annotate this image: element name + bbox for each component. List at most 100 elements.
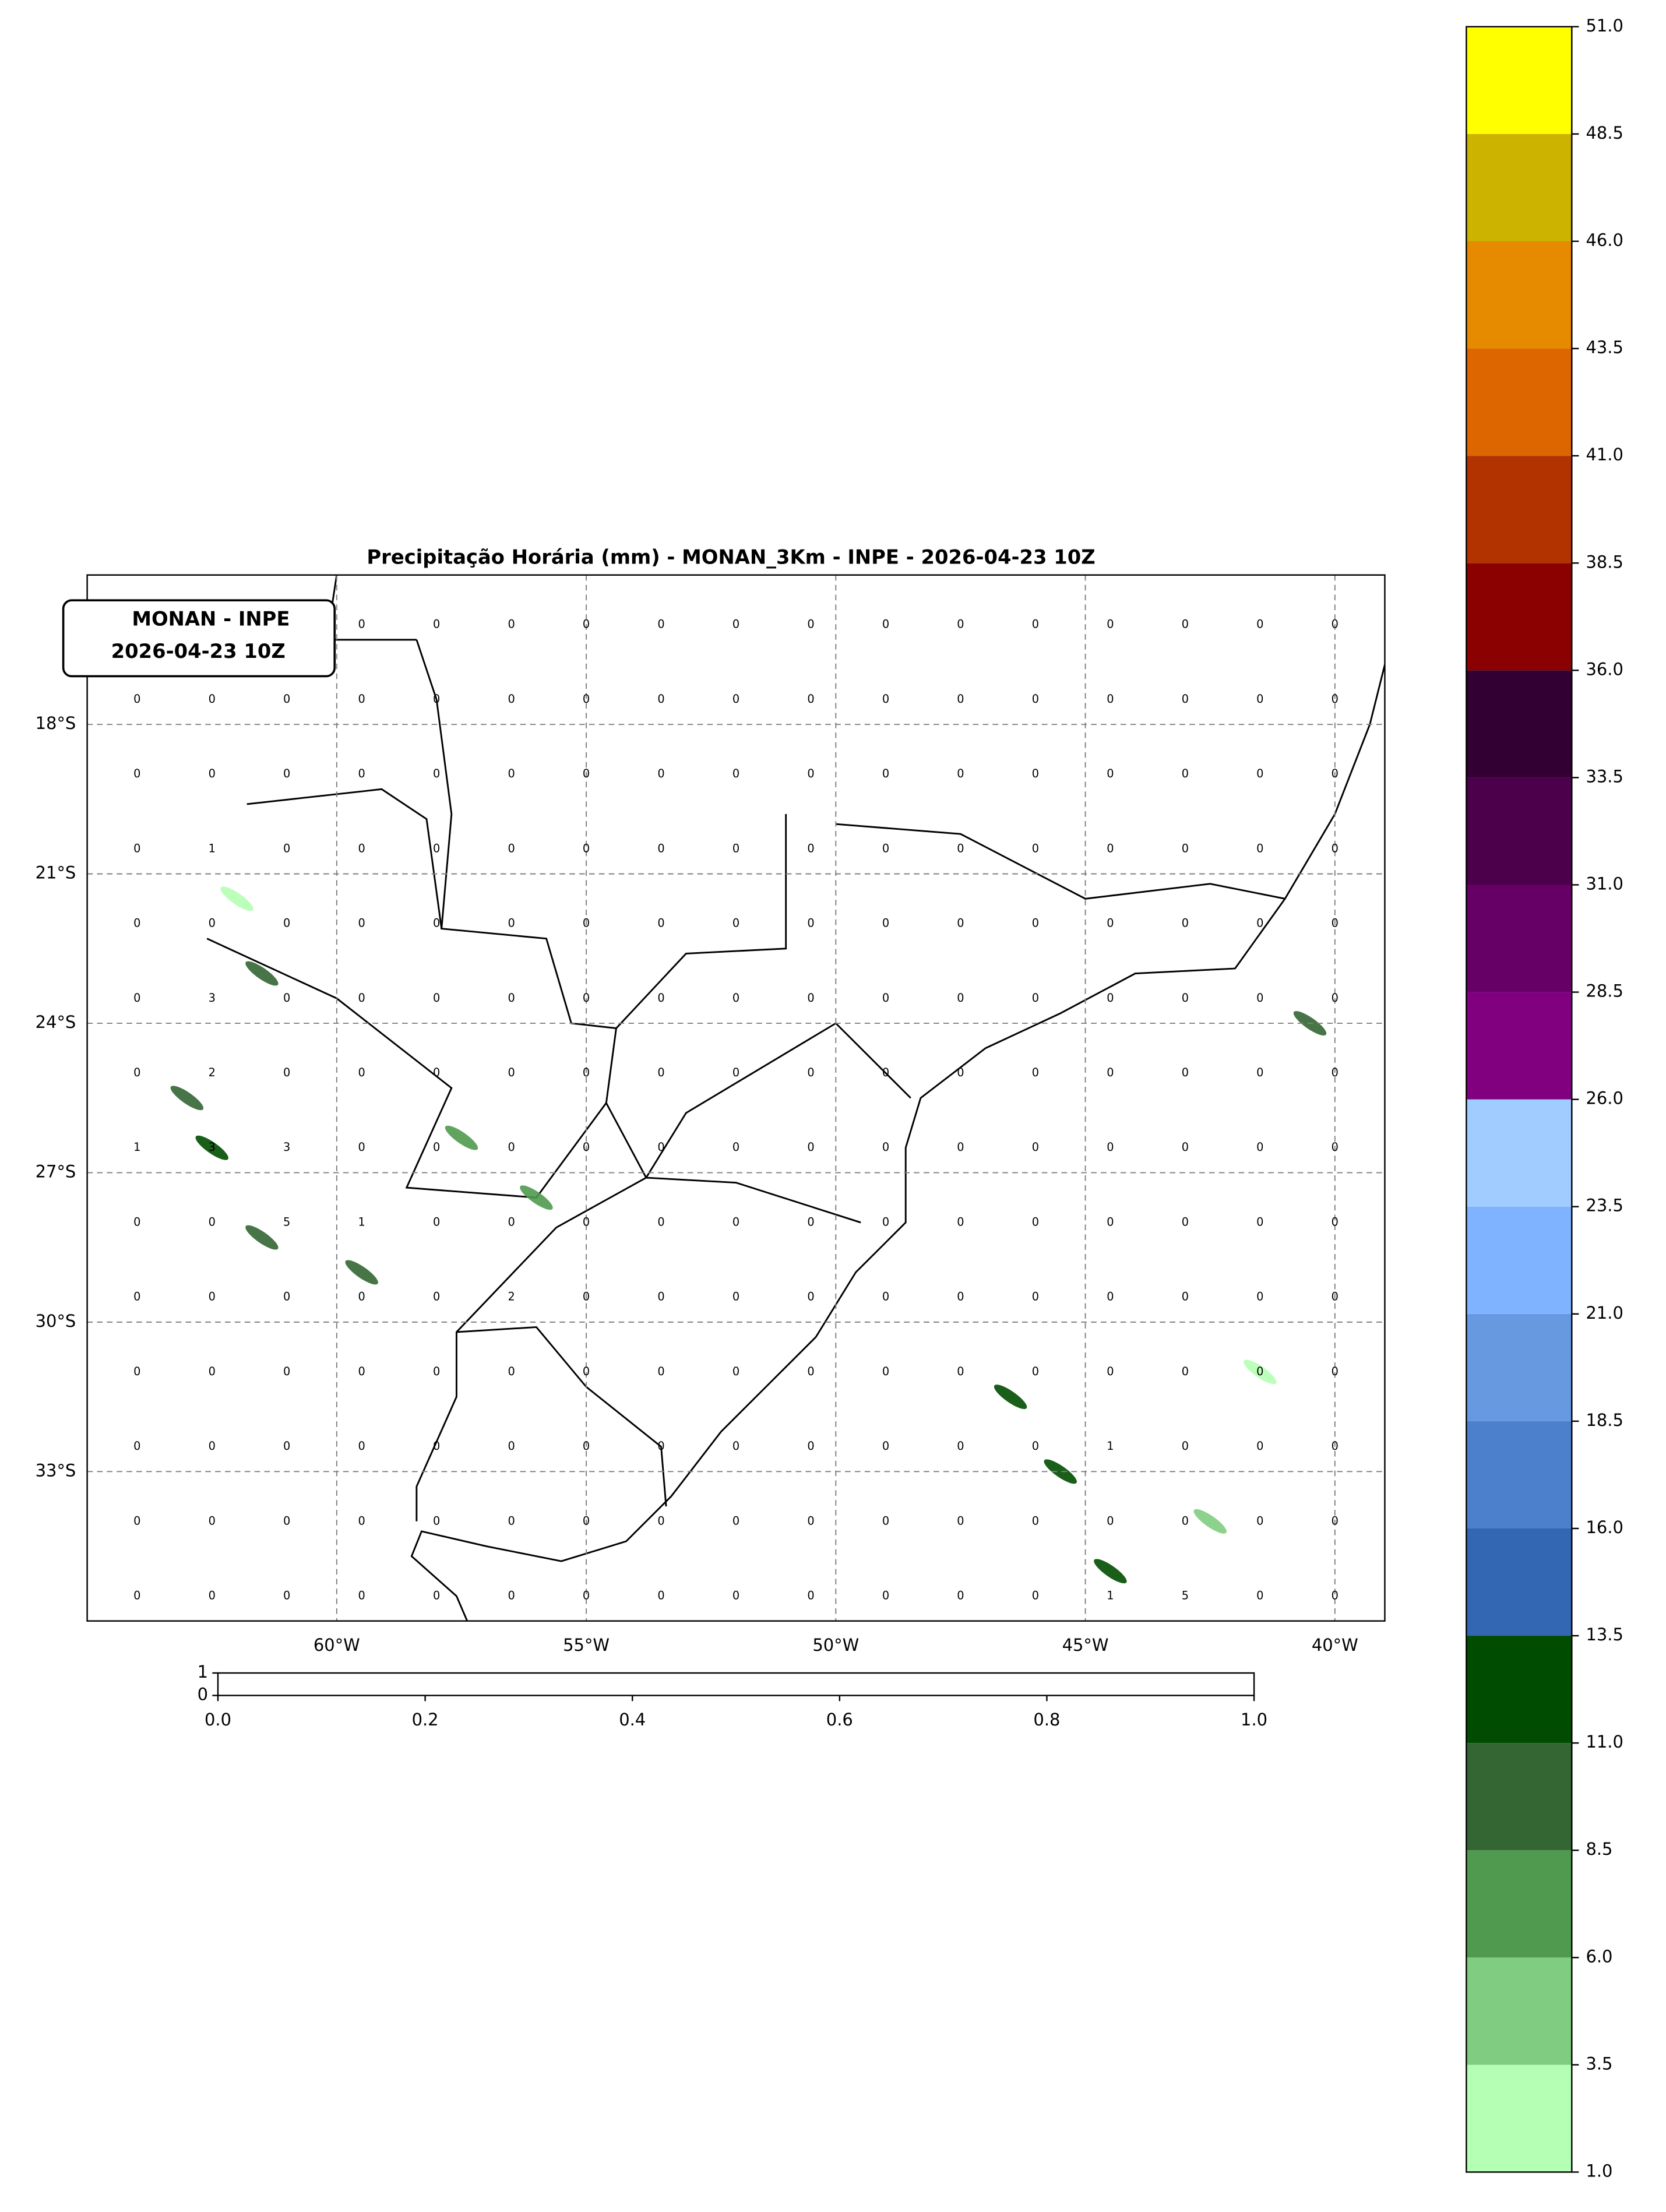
station-value: 1 — [358, 1215, 365, 1228]
station-value: 0 — [657, 1589, 664, 1602]
station-value: 0 — [657, 1365, 664, 1378]
x-tick-label: 0.0 — [205, 1710, 231, 1730]
station-value: 0 — [882, 917, 889, 930]
station-value: 0 — [583, 1140, 590, 1154]
precip-cell — [220, 886, 253, 911]
station-value: 0 — [133, 767, 140, 780]
station-value: 0 — [209, 1290, 216, 1304]
station-value: 0 — [433, 1439, 440, 1453]
station-value: 0 — [657, 841, 664, 855]
colorbar-swatch — [1466, 670, 1572, 778]
map: 0 0 0 0 0 0 0 0 0 0 0 0 0 0 0 0 0 0 0 0 0 0 0 0 0 0 0 0 0 0 0 0 0 0 0 0 0 0 0 0… — [86, 574, 1386, 1622]
station-value: 0 — [657, 1066, 664, 1079]
station-value: 0 — [433, 991, 440, 1005]
colorbar-swatch — [1466, 1313, 1572, 1421]
border — [415, 639, 647, 1521]
station-value: 0 — [1332, 1066, 1339, 1079]
precip-cell — [445, 1125, 478, 1150]
station-value: 0 — [358, 917, 365, 930]
station-value: 0 — [807, 841, 814, 855]
station-value: 0 — [283, 1514, 290, 1527]
station-value: 0 — [657, 767, 664, 780]
station-value: 0 — [657, 1140, 664, 1154]
station-value: 0 — [732, 917, 739, 930]
station-value: 1 — [209, 841, 216, 855]
station-value: 0 — [209, 767, 216, 780]
station-value: 0 — [283, 1439, 290, 1453]
station-value: 0 — [1032, 618, 1039, 631]
station-value: 2 — [508, 1290, 515, 1304]
station-value: 0 — [508, 1589, 515, 1602]
colorbar-label: 38.5 — [1586, 552, 1623, 572]
station-value: 0 — [283, 841, 290, 855]
station-value: 0 — [1107, 618, 1114, 631]
map-frame — [86, 574, 1386, 1622]
station-value: 0 — [807, 1365, 814, 1378]
station-value: 0 — [583, 917, 590, 930]
x-tick-label: 0.8 — [1033, 1710, 1060, 1730]
station-value: 0 — [1332, 1215, 1339, 1228]
station-value: 0 — [1107, 917, 1114, 930]
colorbar-swatch — [1466, 133, 1572, 242]
colorbar-swatch — [1466, 26, 1572, 134]
station-value: 3 — [283, 1140, 290, 1154]
station-value: 0 — [1182, 1140, 1189, 1154]
colorbar-label: 3.5 — [1586, 2054, 1612, 2073]
station-value: 0 — [1032, 841, 1039, 855]
station-value: 0 — [807, 692, 814, 706]
station-value: 0 — [433, 1589, 440, 1602]
station-value: 0 — [807, 1514, 814, 1527]
station-value: 0 — [1256, 991, 1263, 1005]
colorbar-label: 6.0 — [1586, 1946, 1612, 1966]
precip-cell — [195, 1135, 228, 1160]
station-value: 0 — [283, 1589, 290, 1602]
station-value: 0 — [1182, 692, 1189, 706]
station-value: 0 — [807, 767, 814, 780]
station-value: 0 — [209, 1439, 216, 1453]
station-value: 0 — [508, 1140, 515, 1154]
station-value: 0 — [283, 692, 290, 706]
station-value: 0 — [433, 1290, 440, 1304]
border — [615, 814, 787, 1029]
station-value: 0 — [807, 991, 814, 1005]
colorbar-swatch — [1466, 1743, 1572, 1851]
station-value: 0 — [882, 692, 889, 706]
annotation-box — [62, 599, 336, 678]
station-value: 0 — [133, 1514, 140, 1527]
station-value: 0 — [807, 1290, 814, 1304]
map-content: 0 0 0 0 0 0 0 0 0 0 0 0 0 0 0 0 0 0 0 0 0 0 0 0 0 0 0 0 0 0 0 0 0 0 0 0 0 0 0 0… — [87, 575, 1385, 1621]
station-value: 0 — [732, 1215, 739, 1228]
station-value: 0 — [882, 1365, 889, 1378]
colorbar-swatch — [1466, 456, 1572, 563]
station-value: 0 — [1032, 767, 1039, 780]
x-tick-label: 0.2 — [412, 1710, 439, 1730]
station-value: 0 — [732, 1290, 739, 1304]
station-value: 0 — [957, 618, 964, 631]
station-value: 0 — [882, 991, 889, 1005]
station-value: 0 — [882, 618, 889, 631]
station-value: 0 — [1256, 1365, 1263, 1378]
station-value: 0 — [732, 841, 739, 855]
station-value: 0 — [433, 618, 440, 631]
annotation: 2026-04-23 10Z — [111, 640, 286, 663]
station-value: 0 — [807, 1439, 814, 1453]
colorbar-swatch — [1466, 348, 1572, 456]
border — [206, 938, 607, 1199]
station-value: 0 — [583, 767, 590, 780]
colorbar-label: 11.0 — [1586, 1732, 1623, 1752]
colorbar-swatch — [1466, 777, 1572, 885]
y-tick-label: 18°S — [36, 713, 76, 733]
station-value: 0 — [1256, 618, 1263, 631]
colorbar-swatch — [1466, 2065, 1572, 2172]
station-value: 0 — [133, 692, 140, 706]
station-value: 0 — [882, 1215, 889, 1228]
colorbar-label: 36.0 — [1586, 659, 1623, 679]
station-value: 0 — [283, 917, 290, 930]
x-tick-label: 60°W — [314, 1635, 360, 1655]
station-value: 0 — [957, 1066, 964, 1079]
station-value: 0 — [433, 692, 440, 706]
x-tick-label: 40°W — [1312, 1635, 1358, 1655]
station-value: 0 — [807, 1066, 814, 1079]
colorbar-swatch — [1466, 1957, 1572, 2065]
station-value: 0 — [657, 692, 664, 706]
